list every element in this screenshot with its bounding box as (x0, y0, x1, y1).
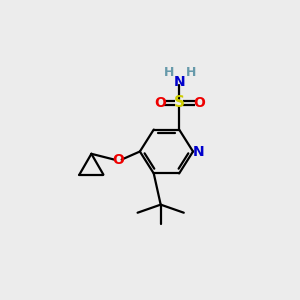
Text: H: H (185, 67, 196, 80)
Text: O: O (193, 96, 205, 110)
Text: O: O (112, 153, 124, 166)
Text: S: S (174, 95, 185, 110)
Text: N: N (173, 75, 185, 89)
Text: H: H (164, 67, 174, 80)
Text: N: N (192, 145, 204, 158)
Text: O: O (155, 96, 167, 110)
